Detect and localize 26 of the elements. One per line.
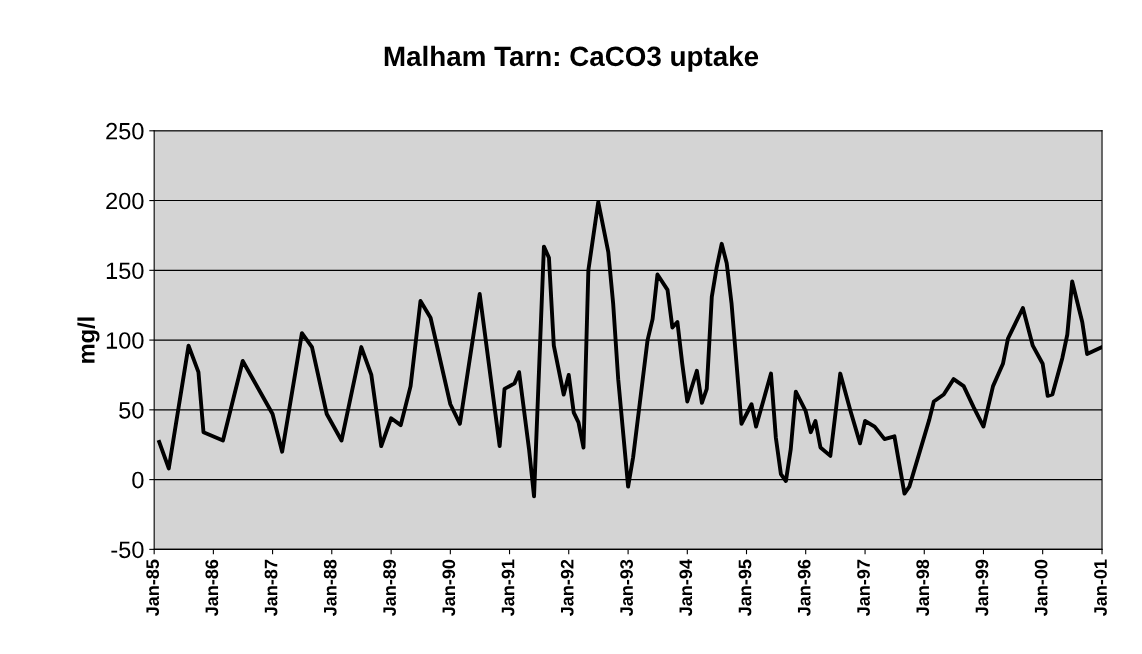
x-tick-label: Jan-97 [857, 559, 870, 617]
x-tick-label: Jan-00 [1034, 559, 1048, 617]
chart-title: Malham Tarn: CaCO3 uptake [384, 45, 759, 72]
y-tick-label: 100 [106, 332, 144, 349]
x-tick-label: Jan-99 [975, 559, 989, 617]
y-tick-label: 250 [106, 122, 144, 140]
x-tick-label: Jan-90 [442, 559, 456, 617]
x-tick-label: Jan-86 [205, 559, 219, 617]
x-tick-label: Jan-94 [679, 559, 693, 617]
y-tick-label: 150 [106, 262, 144, 280]
y-tick-label: 200 [106, 192, 144, 210]
y-tick-label: 50 [119, 401, 144, 419]
x-tick-label: Jan-87 [264, 559, 278, 617]
y-tick-label: 0 [132, 471, 144, 489]
x-tick-label: Jan-85 [146, 559, 160, 617]
x-tick-label: Jan-91 [501, 559, 515, 617]
x-tick-label: Jan-93 [620, 559, 633, 617]
x-tick-label: Jan-88 [323, 559, 337, 617]
x-tick-label: Jan-89 [383, 559, 396, 617]
x-tick-label: Jan-95 [738, 559, 752, 617]
x-tick-label: Jan-98 [916, 559, 930, 617]
x-tick-label: Jan-92 [560, 559, 574, 617]
y-tick-label: -50 [111, 541, 144, 559]
y-axis-title: mg/l [77, 317, 100, 363]
x-tick-label: Jan-96 [797, 559, 811, 617]
x-tick-label: Jan-01 [1094, 559, 1107, 617]
